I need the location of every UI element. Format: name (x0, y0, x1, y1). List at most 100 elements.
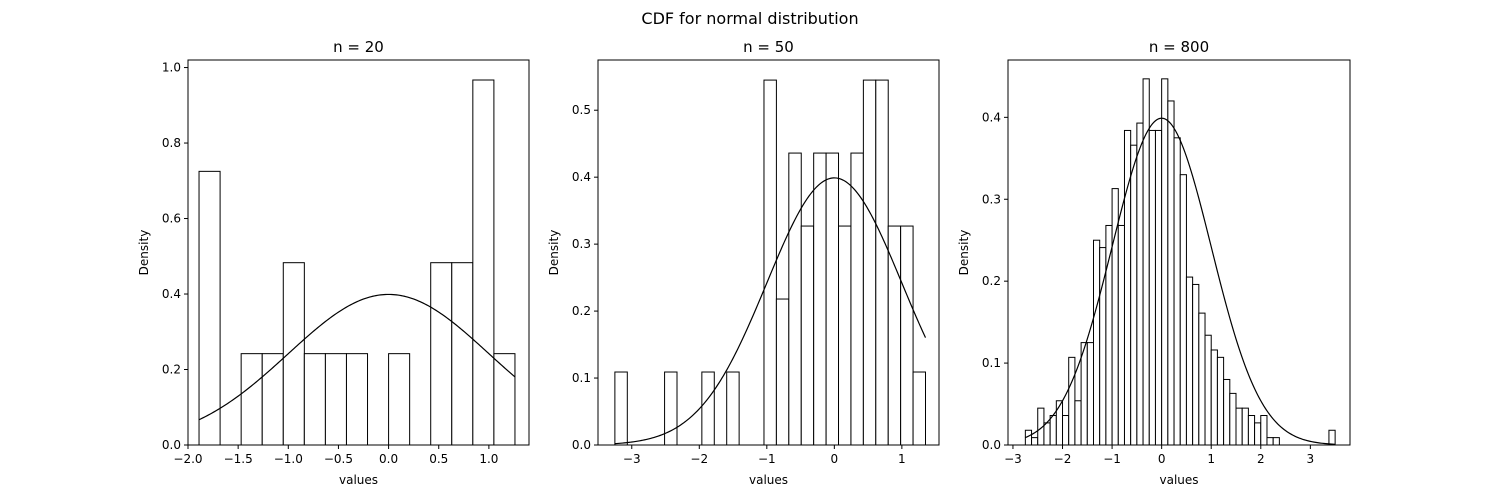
histogram-bar (198, 170, 221, 446)
histogram-bar (1272, 437, 1280, 446)
chart-title: n = 20 (333, 38, 384, 56)
y-tick-label: 0.2 (982, 274, 1001, 288)
histogram-bar (303, 353, 326, 446)
y-tick-label: 0.1 (982, 356, 1001, 370)
y-tick-label: 0.2 (162, 363, 181, 377)
histogram-bar (862, 79, 877, 446)
histogram-bar (1266, 437, 1274, 446)
y-axis-label: Density (957, 230, 971, 276)
x-tick-label: −1 (1103, 452, 1121, 466)
histogram-bar (825, 152, 840, 446)
x-tick-label: −3 (623, 452, 641, 466)
histogram-bar (1049, 415, 1057, 446)
x-tick-label: 2 (1257, 452, 1265, 466)
histogram-bar (1241, 407, 1249, 446)
histogram-bar (1080, 342, 1088, 446)
histogram-bar (1154, 129, 1163, 446)
histogram-bar (1068, 356, 1076, 446)
histogram-bar (240, 353, 263, 446)
histogram-bar (1086, 342, 1094, 446)
x-axis-label: values (339, 473, 378, 487)
x-tick-label: −2.0 (173, 452, 202, 466)
chart-title: n = 800 (1149, 38, 1209, 56)
histogram-bar (1167, 100, 1175, 446)
histogram-bar (788, 152, 802, 446)
histogram-bar (775, 298, 790, 446)
histogram-bar (1136, 122, 1144, 446)
histogram-bar (1328, 429, 1336, 446)
y-tick-label: 0.0 (982, 438, 1001, 452)
normal-pdf-curve (614, 177, 927, 445)
normal-pdf-curve (1025, 117, 1336, 445)
y-tick-label: 0.4 (572, 170, 591, 184)
figure-suptitle: CDF for normal distribution (641, 9, 858, 28)
histogram-bar (388, 353, 411, 446)
histogram-bar (1204, 334, 1212, 446)
histogram-bar (430, 262, 453, 446)
chart-title: n = 50 (743, 38, 794, 56)
histogram-bar (1179, 174, 1187, 446)
histogram-bars (1024, 78, 1336, 446)
histogram-bar (1260, 415, 1268, 446)
chart-panel-3: −3 −2 −1 0 1 2 3 0.0 0.1 0.2 0.3 0.4 n = 800 values De… (957, 38, 1351, 487)
histogram-bar (1074, 400, 1082, 446)
y-axis-label: Density (137, 230, 151, 276)
y-tick-label: 0.3 (982, 192, 1001, 206)
histogram-bars (198, 79, 516, 446)
axes-frame (187, 59, 530, 446)
y-tick-label: 0.6 (162, 212, 181, 226)
histogram-bar (1148, 129, 1156, 446)
histogram-bar (875, 79, 889, 446)
histogram-bar (324, 353, 347, 446)
histogram-bar (726, 371, 740, 446)
y-tick-label: 0.5 (572, 103, 591, 117)
histogram-bar (1192, 283, 1200, 446)
x-tick-label: 1.0 (479, 452, 498, 466)
x-tick-label: −2 (1054, 452, 1072, 466)
histogram-bar (800, 225, 815, 446)
histogram-bar (1093, 239, 1101, 446)
histogram-bar (1210, 349, 1218, 446)
x-tick-label: −2 (690, 452, 708, 466)
histogram-bar (1229, 392, 1237, 446)
y-tick-label: 0.8 (162, 136, 181, 150)
normal-pdf-curve (198, 293, 516, 421)
histogram-bar (1223, 378, 1231, 446)
x-axis-label: values (749, 473, 788, 487)
histogram-bar (838, 225, 852, 446)
y-tick-label: 0.3 (572, 237, 591, 251)
histogram-bar (1235, 407, 1243, 446)
y-tick-label: 1.0 (162, 61, 181, 75)
histogram-bar (701, 371, 715, 446)
histogram-bar (664, 371, 678, 446)
x-tick-label: 3 (1307, 452, 1315, 466)
histogram-bars (614, 79, 926, 446)
histogram-bar (763, 79, 777, 446)
x-tick-label: 0.0 (379, 452, 398, 466)
histogram-bar (1055, 400, 1064, 446)
y-tick-label: 0.2 (572, 304, 591, 318)
axes-frame (597, 59, 940, 446)
histogram-bar (451, 262, 474, 446)
histogram-bar (850, 152, 864, 446)
y-tick-label: 0.4 (162, 287, 181, 301)
histogram-bar (1173, 137, 1181, 446)
histogram-bar (614, 371, 628, 446)
histogram-bar (1247, 415, 1256, 446)
histogram-bar (1198, 312, 1206, 446)
x-tick-label: −3 (1004, 452, 1022, 466)
x-tick-label: −1.0 (274, 452, 303, 466)
histogram-bar (1031, 437, 1039, 446)
histogram-bar (912, 371, 926, 446)
histogram-bar (282, 262, 305, 446)
histogram-bar (887, 225, 902, 446)
chart-panel-1: −2.0 −1.5 −1.0 −0.5 0.0 0.5 1.0 0.0 0.2 0.4 0.6 0.8… (137, 38, 530, 487)
histogram-bar (345, 353, 369, 446)
histogram-bar (1161, 78, 1169, 446)
x-tick-label: 0.5 (429, 452, 448, 466)
x-tick-label: −1 (758, 452, 776, 466)
x-tick-label: 1 (1207, 452, 1215, 466)
histogram-bar (900, 225, 914, 446)
histogram-bar (472, 79, 495, 446)
